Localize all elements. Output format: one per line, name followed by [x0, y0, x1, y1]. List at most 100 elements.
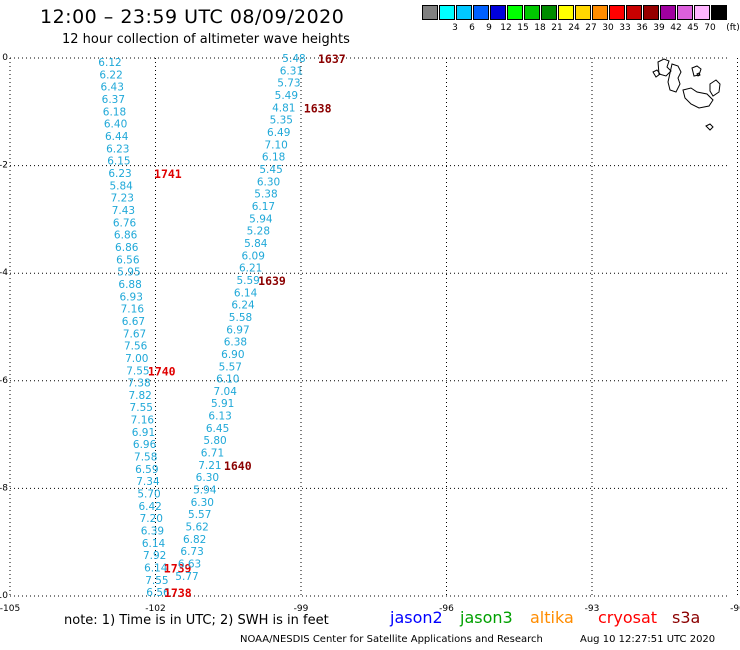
wave-height-value: 5.59: [236, 275, 259, 287]
longitude-tick-label: -99: [294, 604, 309, 614]
wave-height-value: 5.35: [270, 115, 293, 127]
wave-height-value: 6.30: [196, 472, 219, 484]
color-scale-swatch: [524, 5, 540, 20]
color-scale-label: 39: [653, 23, 665, 33]
color-scale-label: 27: [585, 23, 597, 33]
galapagos-coastline: [652, 58, 721, 131]
color-scale-label: 21: [551, 23, 563, 33]
color-scale-swatch: [490, 5, 506, 20]
longitude-tick-label: -96: [439, 604, 454, 614]
wave-height-value: 5.57: [219, 361, 242, 373]
wave-height-value: 6.13: [208, 411, 231, 423]
pass-time-label: 1739: [164, 562, 192, 576]
wave-height-value: 5.94: [249, 213, 273, 225]
wave-height-value: 6.96: [133, 439, 157, 451]
wave-height-value: 6.59: [135, 464, 158, 476]
color-scale-label: 45: [687, 23, 699, 33]
wave-height-tracks: 6.126.226.436.376.186.406.446.236.156.23…: [98, 52, 345, 600]
wave-height-value: 5.84: [109, 180, 133, 192]
latitude-tick-label: -8: [0, 483, 8, 493]
color-scale-swatch: [439, 5, 455, 20]
pass-time-label: 1640: [224, 459, 252, 473]
color-scale-swatch: [541, 5, 557, 20]
wave-height-value: 6.86: [115, 242, 139, 254]
color-scale-label: 24: [568, 23, 580, 33]
pass-time-label: 1638: [304, 101, 332, 115]
wave-height-value: 7.67: [123, 328, 146, 340]
latitude-tick-label: -4: [0, 268, 8, 278]
wave-height-value: 6.44: [105, 131, 129, 143]
wave-height-value: 6.12: [98, 57, 121, 69]
wave-height-value: 5.95: [117, 267, 140, 279]
generated-timestamp: Aug 10 12:27:51 UTC 2020: [580, 634, 716, 645]
color-scale-label: 42: [670, 23, 682, 33]
wave-height-value: 6.30: [257, 176, 280, 188]
color-scale-label: 15: [517, 23, 529, 33]
wave-height-value: 6.97: [226, 324, 249, 336]
legend-item-s3a: s3a: [672, 608, 701, 627]
latitude-tick-label: -6: [0, 376, 8, 386]
wave-height-value: 6.23: [108, 168, 131, 180]
wave-height-value: 7.21: [198, 460, 221, 472]
wave-height-value: 6.23: [106, 143, 129, 155]
color-scale-label: 6: [469, 23, 475, 33]
color-scale-swatch: [643, 5, 659, 20]
wave-height-value: 6.14: [234, 287, 258, 299]
wave-height-value: 6.93: [120, 291, 143, 303]
color-scale-label: 70: [704, 23, 716, 33]
color-scale-swatch: [575, 5, 591, 20]
wave-height-value: 6.67: [122, 316, 145, 328]
wave-height-value: 6.56: [116, 254, 140, 266]
color-scale-label: 18: [534, 23, 546, 33]
longitude-tick-label: -93: [585, 604, 600, 614]
latitude-tick-label: -10: [0, 591, 8, 601]
wave-height-value: 6.18: [262, 152, 285, 164]
color-scale-label: 3: [452, 23, 458, 33]
wave-height-value: 6.31: [280, 65, 303, 77]
wave-height-value: 7.34: [136, 476, 160, 488]
wave-height-value: 5.73: [277, 78, 300, 90]
wave-height-value: 4.81: [272, 102, 295, 114]
wave-height-value: 6.45: [206, 423, 229, 435]
color-scale-swatch: [677, 5, 693, 20]
wave-height-value: 5.48: [282, 53, 305, 65]
wave-height-value: 7.82: [128, 390, 151, 402]
wave-height-value: 5.57: [188, 509, 211, 521]
pass-time-label: 1741: [154, 167, 182, 181]
color-scale-unit: (ft): [726, 23, 740, 33]
wave-height-value: 5.70: [137, 489, 160, 501]
wave-height-value: 7.43: [112, 205, 135, 217]
wave-height-value: 6.90: [221, 349, 244, 361]
wave-height-value: 6.63: [178, 559, 201, 571]
wave-height-value: 6.73: [180, 546, 203, 558]
wave-height-value: 7.55: [130, 402, 153, 414]
longitude-tick-label: -102: [145, 604, 165, 614]
wave-height-value: 6.82: [183, 534, 206, 546]
pass-time-label: 1740: [148, 364, 176, 378]
wave-height-value: 7.55: [145, 575, 168, 587]
wave-height-value: 6.17: [252, 201, 275, 213]
wave-height-value: 5.62: [185, 522, 208, 534]
wave-height-value: 7.10: [264, 139, 287, 151]
wave-height-value: 6.76: [113, 217, 137, 229]
wave-height-value: 6.14: [144, 563, 168, 575]
map-title: 12:00 – 23:59 UTC 08/09/2020: [40, 6, 345, 28]
map-grid: 0 -2 -4 -6 -8 -10 -105 -102 -99 -96 -93 -90: [0, 53, 740, 614]
color-scale-label: 30: [602, 23, 614, 33]
color-scale-swatch: [456, 5, 472, 20]
note-text: note: 1) Time is in UTC; 2) SWH is in fe…: [64, 613, 329, 628]
latitude-tick-label: -2: [0, 161, 8, 171]
wave-height-value: 7.58: [134, 452, 157, 464]
wave-height-value: 6.22: [99, 69, 122, 81]
wave-height-value: 6.91: [132, 427, 155, 439]
wave-height-value: 5.84: [244, 238, 268, 250]
color-scale-swatch: [507, 5, 523, 20]
color-scale-swatch: [711, 5, 727, 20]
color-scale-label: 33: [619, 23, 631, 33]
latitude-tick-label: 0: [2, 53, 8, 63]
wave-height-value: 7.04: [214, 386, 238, 398]
wave-height-value: 6.43: [101, 82, 124, 94]
pass-time-label: 1639: [258, 274, 286, 288]
wave-height-value: 6.40: [104, 119, 127, 131]
